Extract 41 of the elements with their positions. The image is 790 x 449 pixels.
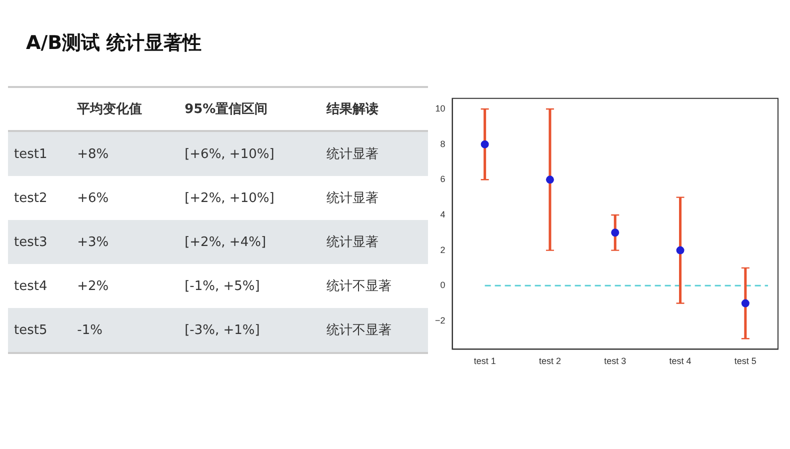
- text: 统计不显著: [326, 279, 392, 294]
- y-tick-label: 10: [435, 103, 446, 114]
- x-tick-label: test 5: [734, 356, 756, 366]
- category-label: test3: [14, 234, 48, 250]
- text: [+6%, +10%]: [184, 146, 274, 162]
- category-label: test2: [14, 190, 48, 206]
- y-tick-label: 2: [440, 244, 446, 255]
- x-tick-label: test 2: [538, 356, 561, 366]
- category-label: test1: [14, 146, 48, 162]
- x-tick-label: test 1: [474, 356, 496, 366]
- x-tick-label: test 3: [604, 356, 626, 366]
- text: +8%: [77, 146, 109, 162]
- point: [480, 140, 489, 148]
- text: +2%: [77, 278, 109, 294]
- category-label: test4: [14, 278, 48, 294]
- text: [-1%, +5%]: [184, 278, 260, 294]
- category-label: 平均变化值: [71, 87, 179, 131]
- text: -1%: [77, 322, 102, 338]
- text: [+2%, +4%]: [184, 234, 266, 250]
- text: A/B测试 统计显著性: [26, 31, 202, 56]
- category-label: 结果解读: [320, 87, 428, 131]
- y-tick-label: 0: [440, 280, 446, 290]
- text: [+2%, +10%]: [184, 190, 274, 206]
- category-label: 95%置信区间: [178, 87, 321, 131]
- y-tick-label: 4: [440, 209, 446, 220]
- text: 统计不显著: [326, 323, 392, 338]
- point: [611, 228, 620, 237]
- x-tick-label: test 4: [669, 356, 692, 366]
- text: [-3%, +1%]: [184, 322, 260, 338]
- text: 统计显著: [326, 191, 379, 206]
- y-tick-label: 6: [440, 174, 446, 184]
- point: [741, 299, 750, 308]
- y-tick-label: 8: [440, 138, 446, 149]
- text: 统计显著: [326, 235, 379, 250]
- text: 统计显著: [326, 147, 379, 162]
- point: [676, 246, 684, 254]
- text: +3%: [77, 234, 109, 250]
- text: +6%: [77, 190, 109, 206]
- point: [546, 176, 554, 184]
- y-tick-label: −2: [434, 315, 446, 326]
- category-label: test5: [14, 322, 48, 338]
